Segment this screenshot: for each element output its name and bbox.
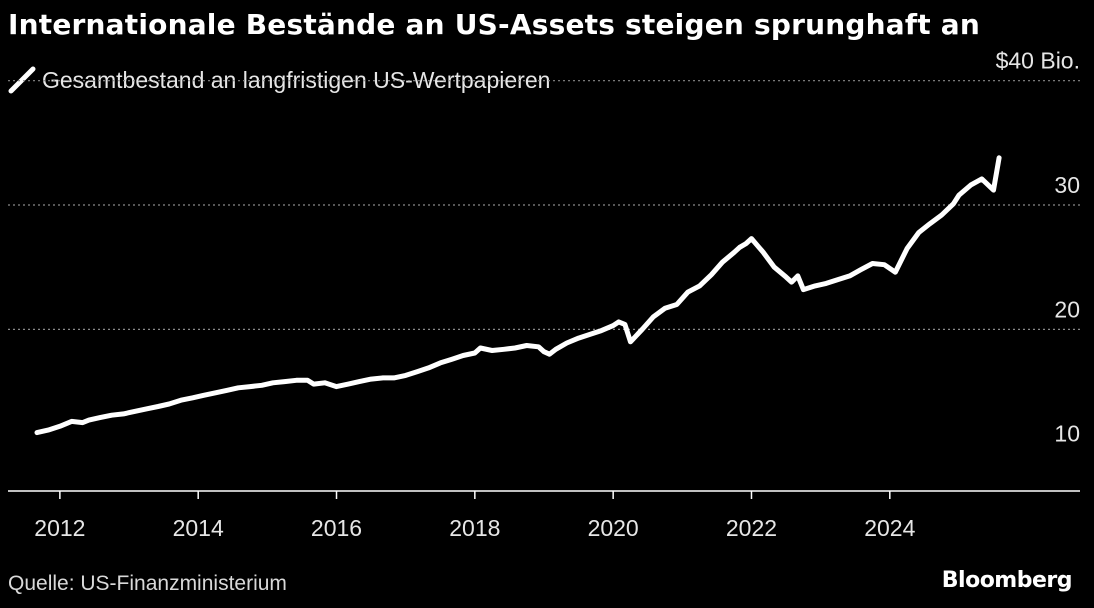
source-note: Quelle: US-Finanzministerium bbox=[8, 572, 287, 595]
x-tick-label-2014: 2014 bbox=[173, 515, 224, 541]
x-tick-label-2018: 2018 bbox=[449, 515, 500, 541]
x-tick-label-2020: 2020 bbox=[588, 515, 639, 541]
x-tick-labels: 2012 2014 2016 2018 2020 2022 2024 bbox=[34, 491, 916, 541]
legend: Gesamtbestand an langfristigen US-Wertpa… bbox=[8, 66, 550, 94]
x-tick-label-2016: 2016 bbox=[311, 515, 362, 541]
y-tick-labels: 10 20 30 $40 Bio. bbox=[996, 48, 1080, 447]
legend-label: Gesamtbestand an langfristigen US-Wertpa… bbox=[42, 66, 551, 93]
chart-title: Internationale Bestände an US-Assets ste… bbox=[8, 8, 980, 41]
gridlines bbox=[8, 80, 1080, 330]
y-tick-label-40: $40 Bio. bbox=[996, 48, 1080, 74]
x-tick-label-2012: 2012 bbox=[34, 515, 85, 541]
x-tick-label-2022: 2022 bbox=[726, 515, 777, 541]
series-line-0 bbox=[34, 155, 1002, 436]
y-tick-label-10: 10 bbox=[1054, 421, 1080, 447]
x-tick-label-2024: 2024 bbox=[864, 515, 915, 541]
bloomberg-logo: Bloomberg bbox=[941, 568, 1073, 593]
legend-line-icon bbox=[8, 66, 36, 94]
y-tick-label-20: 20 bbox=[1054, 296, 1080, 322]
series bbox=[34, 155, 1002, 436]
y-tick-label-30: 30 bbox=[1054, 172, 1080, 198]
